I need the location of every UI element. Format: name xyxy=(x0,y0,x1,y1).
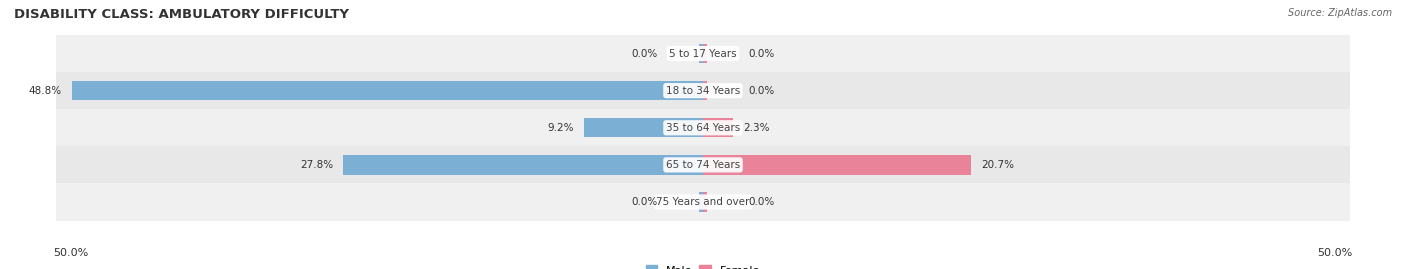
Bar xyxy=(703,44,707,63)
Text: 0.0%: 0.0% xyxy=(631,197,658,207)
Text: 50.0%: 50.0% xyxy=(53,248,89,258)
Text: 50.0%: 50.0% xyxy=(1317,248,1353,258)
Bar xyxy=(699,192,703,212)
Text: 2.3%: 2.3% xyxy=(744,123,769,133)
Text: 9.2%: 9.2% xyxy=(547,123,574,133)
Text: 20.7%: 20.7% xyxy=(981,160,1014,170)
Bar xyxy=(56,183,1350,221)
Text: 75 Years and over: 75 Years and over xyxy=(657,197,749,207)
Text: 5 to 17 Years: 5 to 17 Years xyxy=(669,48,737,59)
Bar xyxy=(343,155,703,175)
Text: 48.8%: 48.8% xyxy=(28,86,62,96)
Text: 35 to 64 Years: 35 to 64 Years xyxy=(666,123,740,133)
Bar xyxy=(56,146,1350,183)
Text: Source: ZipAtlas.com: Source: ZipAtlas.com xyxy=(1288,8,1392,18)
Bar xyxy=(703,192,707,212)
Legend: Male, Female: Male, Female xyxy=(641,261,765,269)
Bar xyxy=(703,155,970,175)
Bar xyxy=(56,72,1350,109)
Text: 0.0%: 0.0% xyxy=(748,48,775,59)
Text: DISABILITY CLASS: AMBULATORY DIFFICULTY: DISABILITY CLASS: AMBULATORY DIFFICULTY xyxy=(14,8,349,21)
Bar xyxy=(56,109,1350,146)
Text: 0.0%: 0.0% xyxy=(631,48,658,59)
Text: 0.0%: 0.0% xyxy=(748,86,775,96)
Bar xyxy=(699,44,703,63)
Bar xyxy=(56,35,1350,72)
Text: 27.8%: 27.8% xyxy=(299,160,333,170)
Text: 0.0%: 0.0% xyxy=(748,197,775,207)
Bar xyxy=(72,81,703,100)
Text: 18 to 34 Years: 18 to 34 Years xyxy=(666,86,740,96)
Bar xyxy=(583,118,703,137)
Bar xyxy=(703,118,733,137)
Bar xyxy=(703,81,707,100)
Text: 65 to 74 Years: 65 to 74 Years xyxy=(666,160,740,170)
